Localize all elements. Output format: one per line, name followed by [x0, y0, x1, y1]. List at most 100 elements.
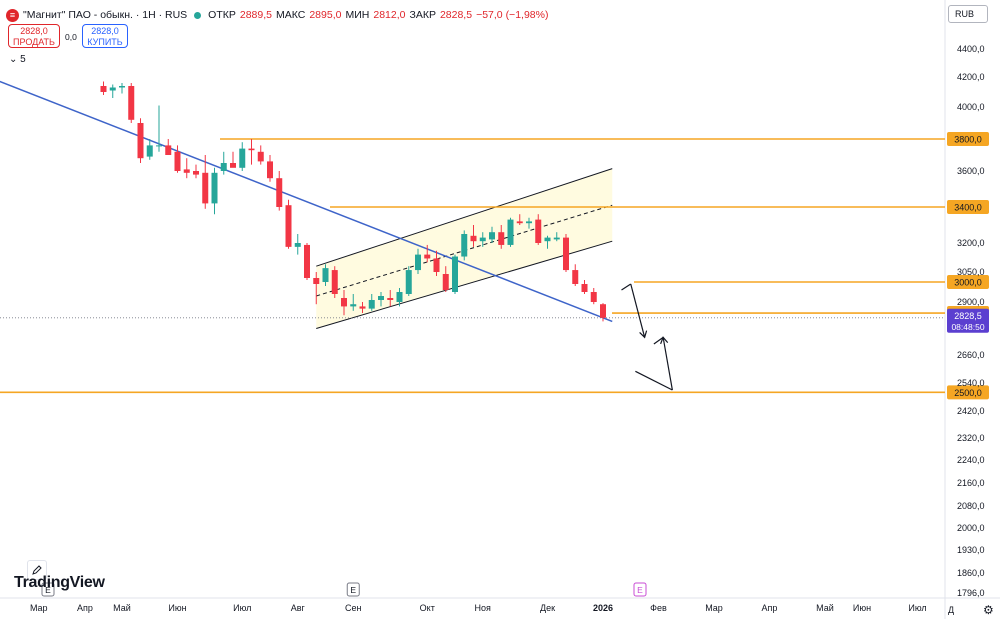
channel-upper-line — [316, 168, 613, 267]
y-tick-label-0: 4400,0 — [957, 44, 985, 54]
x-tick-label-9: Ноя — [475, 603, 492, 613]
level-tag-3000 — [947, 275, 989, 289]
magnit-logo-icon: ≡ — [6, 8, 19, 22]
y-tick-label-16: 2000,0 — [957, 523, 985, 533]
sell-label: ПРОДАТЬ — [13, 37, 55, 47]
candle-body-9 — [183, 169, 190, 173]
open-label: ОТКР — [208, 9, 236, 21]
candle-body-36 — [433, 258, 440, 272]
level-label-3400: 3400,0 — [954, 203, 982, 213]
x-tick-label-4: Июн — [168, 603, 186, 613]
y-tick-label-4: 3600,0 — [957, 166, 985, 176]
x-tick-label-2: Апр — [77, 603, 93, 613]
candle-body-1 — [109, 87, 116, 91]
candle-body-19 — [276, 178, 283, 207]
currency-selector[interactable]: RUB — [948, 5, 988, 23]
y-tick-label-18: 1860,0 — [957, 568, 985, 578]
y-tick-label-13: 2240,0 — [957, 455, 985, 465]
x-tick-label-16: Июн — [853, 603, 871, 613]
candle-body-35 — [424, 254, 431, 259]
candle-body-24 — [322, 268, 329, 282]
level-label-2500: 2500,0 — [954, 388, 982, 398]
x-tick-label-6: Авг — [291, 603, 306, 613]
symbol-title[interactable]: "Магнит" ПАО - обыкн. · 1Н · RUS — [23, 9, 188, 21]
candle-body-4 — [137, 123, 144, 159]
y-tick-label-6: 3200,0 — [957, 238, 985, 248]
event-marker-1 — [346, 582, 360, 597]
candle-body-14 — [230, 163, 236, 168]
candle-body-54 — [600, 304, 606, 318]
forecast-segment-5 — [635, 370, 673, 391]
candle-body-0 — [100, 86, 107, 92]
event-marker-label-2: E — [637, 585, 643, 595]
y-tick-label-10: 2540,0 — [957, 378, 985, 388]
y-tick-label-7: 3050,0 — [957, 267, 985, 277]
candle-body-29 — [368, 300, 375, 309]
candle-body-25 — [331, 270, 338, 294]
channel-lower-line — [316, 240, 613, 329]
current-price-label: 2828,5 — [954, 311, 982, 321]
candle-body-26 — [341, 298, 347, 307]
candle-body-7 — [165, 145, 172, 155]
candle-body-6 — [156, 145, 162, 147]
chevron-down-icon: ⌄ — [9, 54, 18, 65]
chart-legend: ≡ "Магнит" ПАО - обыкн. · 1Н · RUS ОТКР … — [6, 7, 548, 23]
candle-body-13 — [220, 163, 227, 171]
drawing-tool-button[interactable] — [27, 560, 47, 580]
candle-body-50 — [563, 237, 569, 271]
change-value: −57,0 (−1,98%) — [476, 9, 549, 21]
x-tick-label-13: Мар — [705, 603, 723, 613]
high-label: МАКС — [276, 9, 306, 21]
candle-body-53 — [590, 292, 597, 302]
sell-price: 2828,0 — [20, 26, 48, 36]
event-marker-label-1: E — [350, 585, 356, 595]
candle-body-15 — [239, 148, 246, 168]
current-price-timer: 08:48:50 — [951, 322, 984, 332]
candle-body-34 — [415, 254, 421, 271]
candle-body-49 — [553, 237, 560, 240]
forecast-arrowhead-down — [639, 330, 648, 339]
level-tag-2500 — [947, 385, 989, 400]
candle-body-38 — [452, 256, 458, 292]
level-label-3000: 3000,0 — [954, 278, 982, 288]
candle-body-2 — [119, 86, 125, 88]
candle-body-5 — [146, 145, 153, 157]
candle-body-39 — [461, 234, 468, 257]
y-tick-label-11: 2420,0 — [957, 406, 985, 416]
candle-body-30 — [378, 296, 384, 300]
y-tick-label-14: 2160,0 — [957, 478, 985, 488]
buy-price: 2828,0 — [91, 26, 119, 36]
candle-body-8 — [174, 151, 181, 171]
sell-button[interactable]: 2828,0 ПРОДАТЬ — [8, 24, 60, 48]
candle-body-47 — [535, 219, 542, 243]
candle-body-11 — [202, 172, 209, 204]
candle-body-21 — [294, 243, 301, 247]
candle-body-45 — [516, 221, 523, 224]
event-marker-label-0: E — [45, 585, 51, 595]
y-tick-label-2: 4000,0 — [957, 102, 985, 112]
candle-body-48 — [544, 237, 551, 242]
forecast-segment-2 — [630, 283, 646, 338]
y-tick-label-17: 1930,0 — [957, 545, 985, 555]
candle-body-43 — [498, 232, 505, 245]
candle-body-22 — [304, 244, 310, 278]
x-axis-tail-label: Д — [948, 605, 955, 615]
pencil-icon — [32, 565, 42, 575]
candle-body-33 — [405, 270, 412, 294]
buy-label: КУПИТЬ — [87, 37, 123, 47]
candle-body-52 — [581, 284, 588, 292]
y-tick-label-19: 1796,0 — [957, 588, 985, 598]
level-tag-3400 — [947, 200, 989, 214]
buy-button[interactable]: 2828,0 КУПИТЬ — [82, 24, 128, 48]
candle-body-17 — [257, 151, 264, 162]
candle-body-27 — [350, 304, 357, 307]
candle-body-31 — [387, 298, 394, 300]
x-tick-label-3: Май — [113, 603, 131, 613]
candle-body-41 — [479, 237, 486, 242]
candle-body-3 — [128, 86, 135, 120]
indicators-toggle[interactable]: ⌄ 5 — [9, 54, 26, 65]
low-value: 2812,0 — [373, 9, 406, 21]
gear-icon[interactable]: ⚙ — [983, 603, 994, 617]
